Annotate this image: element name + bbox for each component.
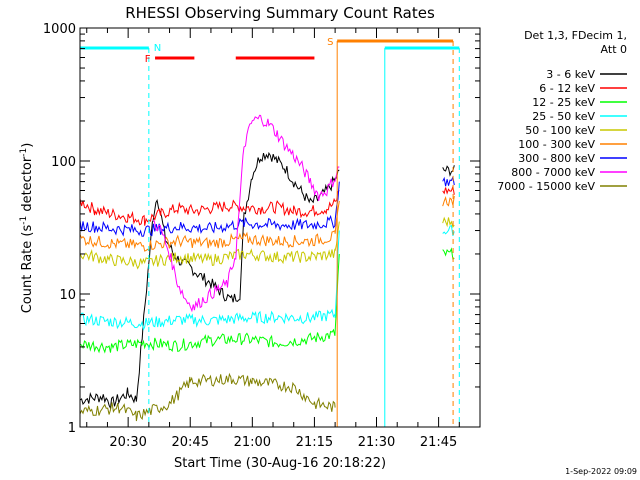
series-100-300-kev [79, 195, 455, 252]
legend-label-25-50-kev: 25 - 50 keV [532, 110, 595, 123]
x-tick-label: 20:30 [109, 435, 146, 450]
annotation-f: F [145, 54, 151, 65]
legend-label-300-800-kev: 300 - 800 keV [518, 152, 595, 165]
y-tick-label: 1 [68, 421, 76, 436]
legend-label-3-6-kev: 3 - 6 keV [546, 68, 595, 81]
legend-label-12-25-kev: 12 - 25 keV [532, 96, 595, 109]
legend-label-6-12-kev: 6 - 12 keV [539, 82, 595, 95]
series-3-6-kev [79, 151, 455, 410]
legend-label-100-300-kev: 100 - 300 keV [518, 138, 595, 151]
series-12-25-kev [79, 247, 455, 354]
x-tick-label: 21:45 [420, 435, 457, 450]
y-axis-label: Count Rate (s-1 detector-1) [19, 143, 35, 314]
plot-frame [79, 27, 481, 428]
legend-title: Att 0 [601, 43, 627, 56]
series-50-100-kev [79, 216, 455, 270]
date-stamp: 1-Sep-2022 09:09 [565, 467, 637, 476]
series-800-7000-kev [152, 114, 340, 313]
x-tick-label: 21:15 [296, 435, 333, 450]
legend-label-50-100-kev: 50 - 100 keV [525, 124, 595, 137]
annotation-layer: NF S [80, 37, 460, 427]
chart-title: RHESSI Observing Summary Count Rates [125, 4, 435, 22]
legend-label-7000-15000-kev: 7000 - 15000 keV [497, 180, 595, 193]
x-tick-label: 21:30 [358, 435, 395, 450]
annotation-s: S [327, 37, 333, 48]
series-layer [79, 114, 455, 422]
y-tick-label: 100 [51, 155, 76, 170]
series-25-50-kev [79, 224, 455, 331]
series-6-12-kev [79, 184, 455, 226]
x-axis-label: Start Time (30-Aug-16 20:18:22) [174, 456, 386, 471]
y-tick-label: 10 [59, 288, 76, 303]
y-tick-label: 1000 [43, 22, 76, 37]
series-7000-15000-kev [79, 372, 336, 422]
legend-label-800-7000-kev: 800 - 7000 keV [511, 166, 595, 179]
axis-layer: 1 10 100 1000 20:30 20:45 21:00 21:15 21:30 21:45 [43, 22, 480, 450]
annotation-n: N [154, 43, 161, 54]
legend-title: Det 1,3, FDecim 1, [524, 29, 627, 42]
x-tick-label: 21:00 [234, 435, 271, 450]
series-300-800-kev [79, 175, 455, 237]
x-tick-label: 20:45 [172, 435, 209, 450]
